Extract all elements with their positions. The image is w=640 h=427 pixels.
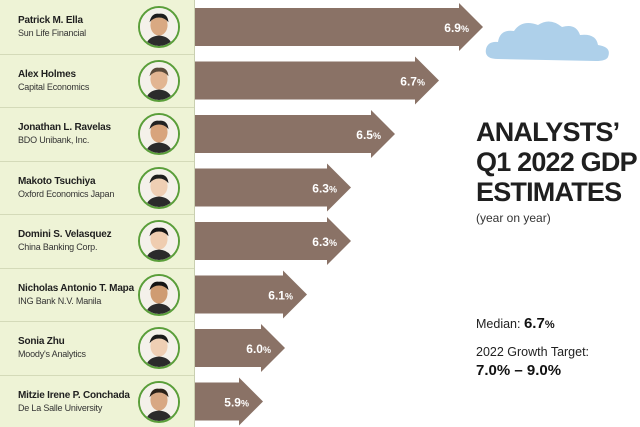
analyst-org-2: Capital Economics bbox=[18, 81, 90, 92]
row-separator bbox=[0, 53, 194, 55]
analyst-name-7: Sonia Zhu bbox=[18, 336, 65, 347]
median-value: 6.7% bbox=[523, 315, 555, 332]
bar-label-6: 6.1% bbox=[268, 289, 293, 303]
analyst-name-8: Mitzie Irene P. Conchada bbox=[18, 389, 130, 401]
analyst-avatar-2 bbox=[138, 59, 180, 102]
analyst-name-1: Patrick M. Ella bbox=[18, 15, 83, 26]
bar-3 bbox=[195, 110, 395, 158]
bar-label-1: 6.9% bbox=[444, 21, 469, 35]
bar-1 bbox=[195, 3, 483, 51]
median: Median: 6.7% bbox=[476, 315, 555, 332]
analyst-avatar-1 bbox=[138, 6, 180, 48]
analyst-avatar-7 bbox=[138, 327, 180, 369]
row-separator bbox=[0, 107, 194, 108]
row-separator bbox=[0, 267, 194, 269]
analyst-name-3: Jonathan L. Ravelas bbox=[18, 122, 111, 133]
axis-line bbox=[194, 0, 195, 427]
analyst-avatar-4 bbox=[138, 166, 180, 209]
analyst-org-3: BDO Unibank, Inc. bbox=[18, 135, 90, 145]
bar-label-8: 5.9% bbox=[224, 396, 249, 410]
bar-label-5: 6.3% bbox=[312, 235, 337, 249]
cloud-icon bbox=[485, 21, 609, 62]
analyst-avatar-6 bbox=[138, 273, 180, 316]
growth-target-label: 2022 Growth Target: bbox=[476, 345, 590, 359]
bar-label-7: 6.0% bbox=[246, 342, 271, 356]
bar-label-3: 6.5% bbox=[356, 128, 381, 142]
analyst-avatar-5 bbox=[138, 220, 180, 262]
title-line-2: Q1 2022 GDP bbox=[476, 147, 638, 177]
bar-8 bbox=[195, 377, 263, 426]
subtitle: (year on year) bbox=[476, 211, 551, 225]
analyst-org-6: ING Bank N.V. Manila bbox=[18, 295, 102, 306]
bar-2 bbox=[195, 56, 439, 105]
row-separator bbox=[0, 321, 194, 322]
analyst-org-7: Moody's Analytics bbox=[18, 349, 86, 359]
bar-5 bbox=[195, 217, 351, 265]
analyst-name-5: Domini S. Velasquez bbox=[18, 229, 112, 240]
row-separator bbox=[0, 160, 194, 162]
title-line-1: ANALYSTS’ bbox=[476, 117, 620, 147]
analyst-org-1: Sun Life Financial bbox=[18, 28, 86, 38]
analyst-org-5: China Banking Corp. bbox=[18, 242, 98, 252]
analyst-name-2: Alex Holmes bbox=[18, 68, 76, 80]
analyst-org-4: Oxford Economics Japan bbox=[18, 188, 115, 199]
analyst-org-8: De La Salle University bbox=[18, 402, 103, 413]
bar-label-4: 6.3% bbox=[312, 182, 337, 196]
bar-4 bbox=[195, 163, 351, 212]
analyst-avatar-8 bbox=[138, 380, 180, 423]
analyst-name-6: Nicholas Antonio T. Mapa bbox=[18, 282, 134, 294]
analyst-name-4: Makoto Tsuchiya bbox=[18, 175, 96, 187]
median-label: Median: bbox=[476, 317, 521, 331]
analyst-avatar-3 bbox=[138, 113, 180, 155]
bar-label-2: 6.7% bbox=[400, 75, 425, 89]
bar-6 bbox=[195, 270, 307, 319]
row-separator bbox=[0, 214, 194, 215]
bar-7 bbox=[195, 324, 285, 372]
title-line-3: ESTIMATES bbox=[476, 177, 622, 207]
growth-target-value: 7.0% – 9.0% bbox=[476, 362, 562, 379]
row-separator bbox=[0, 374, 194, 376]
